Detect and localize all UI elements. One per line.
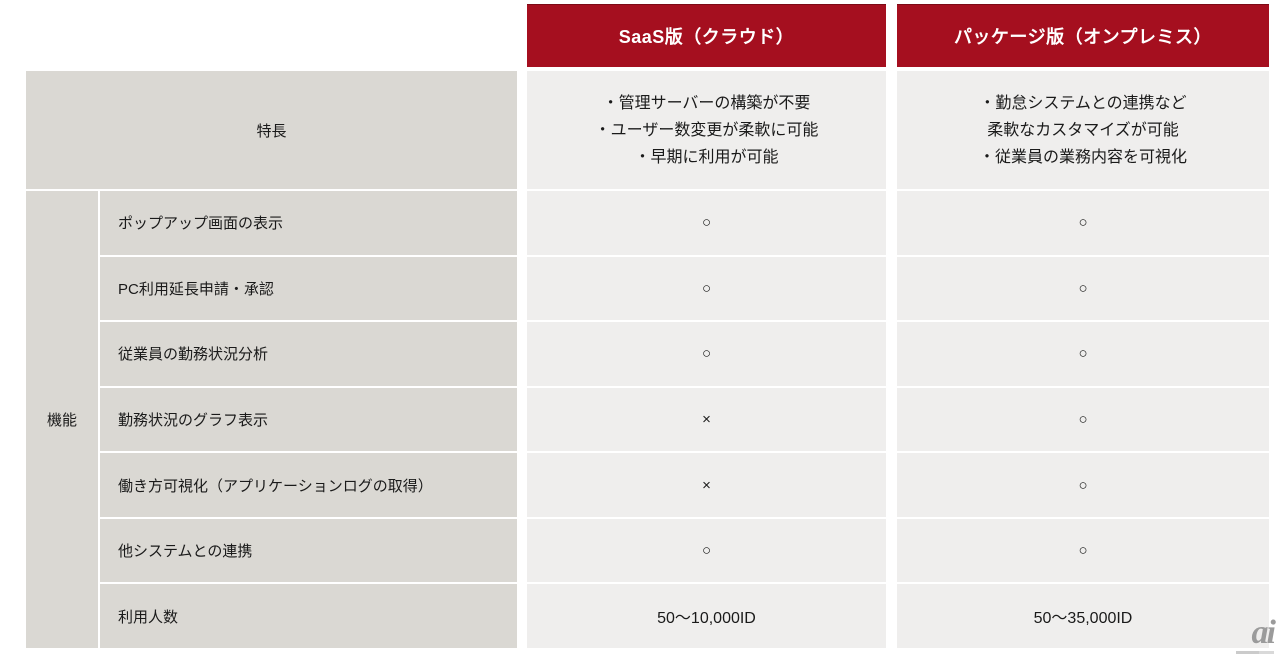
saas-value-graph-display: × bbox=[527, 387, 886, 452]
package-value-work-analysis: ○ bbox=[897, 322, 1269, 386]
row-label-system-integration: 他システムとの連携 bbox=[100, 518, 517, 583]
package-value-system-integration: ○ bbox=[897, 518, 1269, 583]
column-header-saas: SaaS版（クラウド） bbox=[527, 4, 886, 67]
saas-value-workstyle-visualization: × bbox=[527, 453, 886, 517]
saas-feature-line: ・管理サーバーの構築が不要 bbox=[602, 94, 811, 112]
row-label-user-count: 利用人数 bbox=[100, 584, 517, 648]
column-header-package: パッケージ版（オンプレミス） bbox=[897, 4, 1269, 67]
saas-feature-line: ・ユーザー数変更が柔軟に可能 bbox=[594, 121, 819, 139]
package-feature-line: 柔軟なカスタマイズが可能 bbox=[987, 121, 1179, 139]
row-label-graph-display: 勤務状況のグラフ表示 bbox=[100, 387, 517, 452]
package-column: ・勤怠システムとの連携など 柔軟なカスタマイズが可能 ・従業員の業務内容を可視化… bbox=[897, 71, 1269, 648]
package-value-pc-extension: ○ bbox=[897, 256, 1269, 321]
row-header-features: 特長 bbox=[26, 71, 517, 189]
row-header-functions: 機能 bbox=[26, 191, 98, 648]
saas-value-user-count: 50〜10,000ID bbox=[527, 584, 886, 648]
watermark-subline bbox=[1236, 651, 1274, 654]
saas-value-work-analysis: ○ bbox=[527, 322, 886, 386]
saas-value-popup: ○ bbox=[527, 191, 886, 255]
saas-value-pc-extension: ○ bbox=[527, 256, 886, 321]
saas-value-system-integration: ○ bbox=[527, 518, 886, 583]
row-label-work-analysis: 従業員の勤務状況分析 bbox=[100, 322, 517, 386]
saas-feature-line: ・早期に利用が可能 bbox=[634, 148, 779, 166]
package-value-workstyle-visualization: ○ bbox=[897, 453, 1269, 517]
package-features-cell: ・勤怠システムとの連携など 柔軟なカスタマイズが可能 ・従業員の業務内容を可視化 bbox=[897, 71, 1269, 189]
package-feature-line: ・従業員の業務内容を可視化 bbox=[978, 148, 1187, 166]
saas-features-cell: ・管理サーバーの構築が不要 ・ユーザー数変更が柔軟に可能 ・早期に利用が可能 bbox=[527, 71, 886, 189]
row-label-pc-extension: PC利用延長申請・承認 bbox=[100, 256, 517, 321]
package-value-user-count: 50〜35,000ID bbox=[897, 584, 1269, 648]
row-header-table: 特長 機能 ポップアップ画面の表示 PC利用延長申請・承認 従業員の勤務状況分析… bbox=[26, 71, 517, 648]
watermark-ai-text: ai bbox=[1251, 614, 1276, 651]
package-feature-line: ・勤怠システムとの連携など bbox=[979, 94, 1187, 112]
saas-column: ・管理サーバーの構築が不要 ・ユーザー数変更が柔軟に可能 ・早期に利用が可能 ○… bbox=[527, 71, 886, 648]
row-label-workstyle-visualization: 働き方可視化（アプリケーションログの取得） bbox=[100, 453, 517, 517]
row-label-popup: ポップアップ画面の表示 bbox=[100, 191, 517, 255]
watermark-logo: ai bbox=[1236, 614, 1276, 654]
package-value-graph-display: ○ bbox=[897, 387, 1269, 452]
package-value-popup: ○ bbox=[897, 191, 1269, 255]
